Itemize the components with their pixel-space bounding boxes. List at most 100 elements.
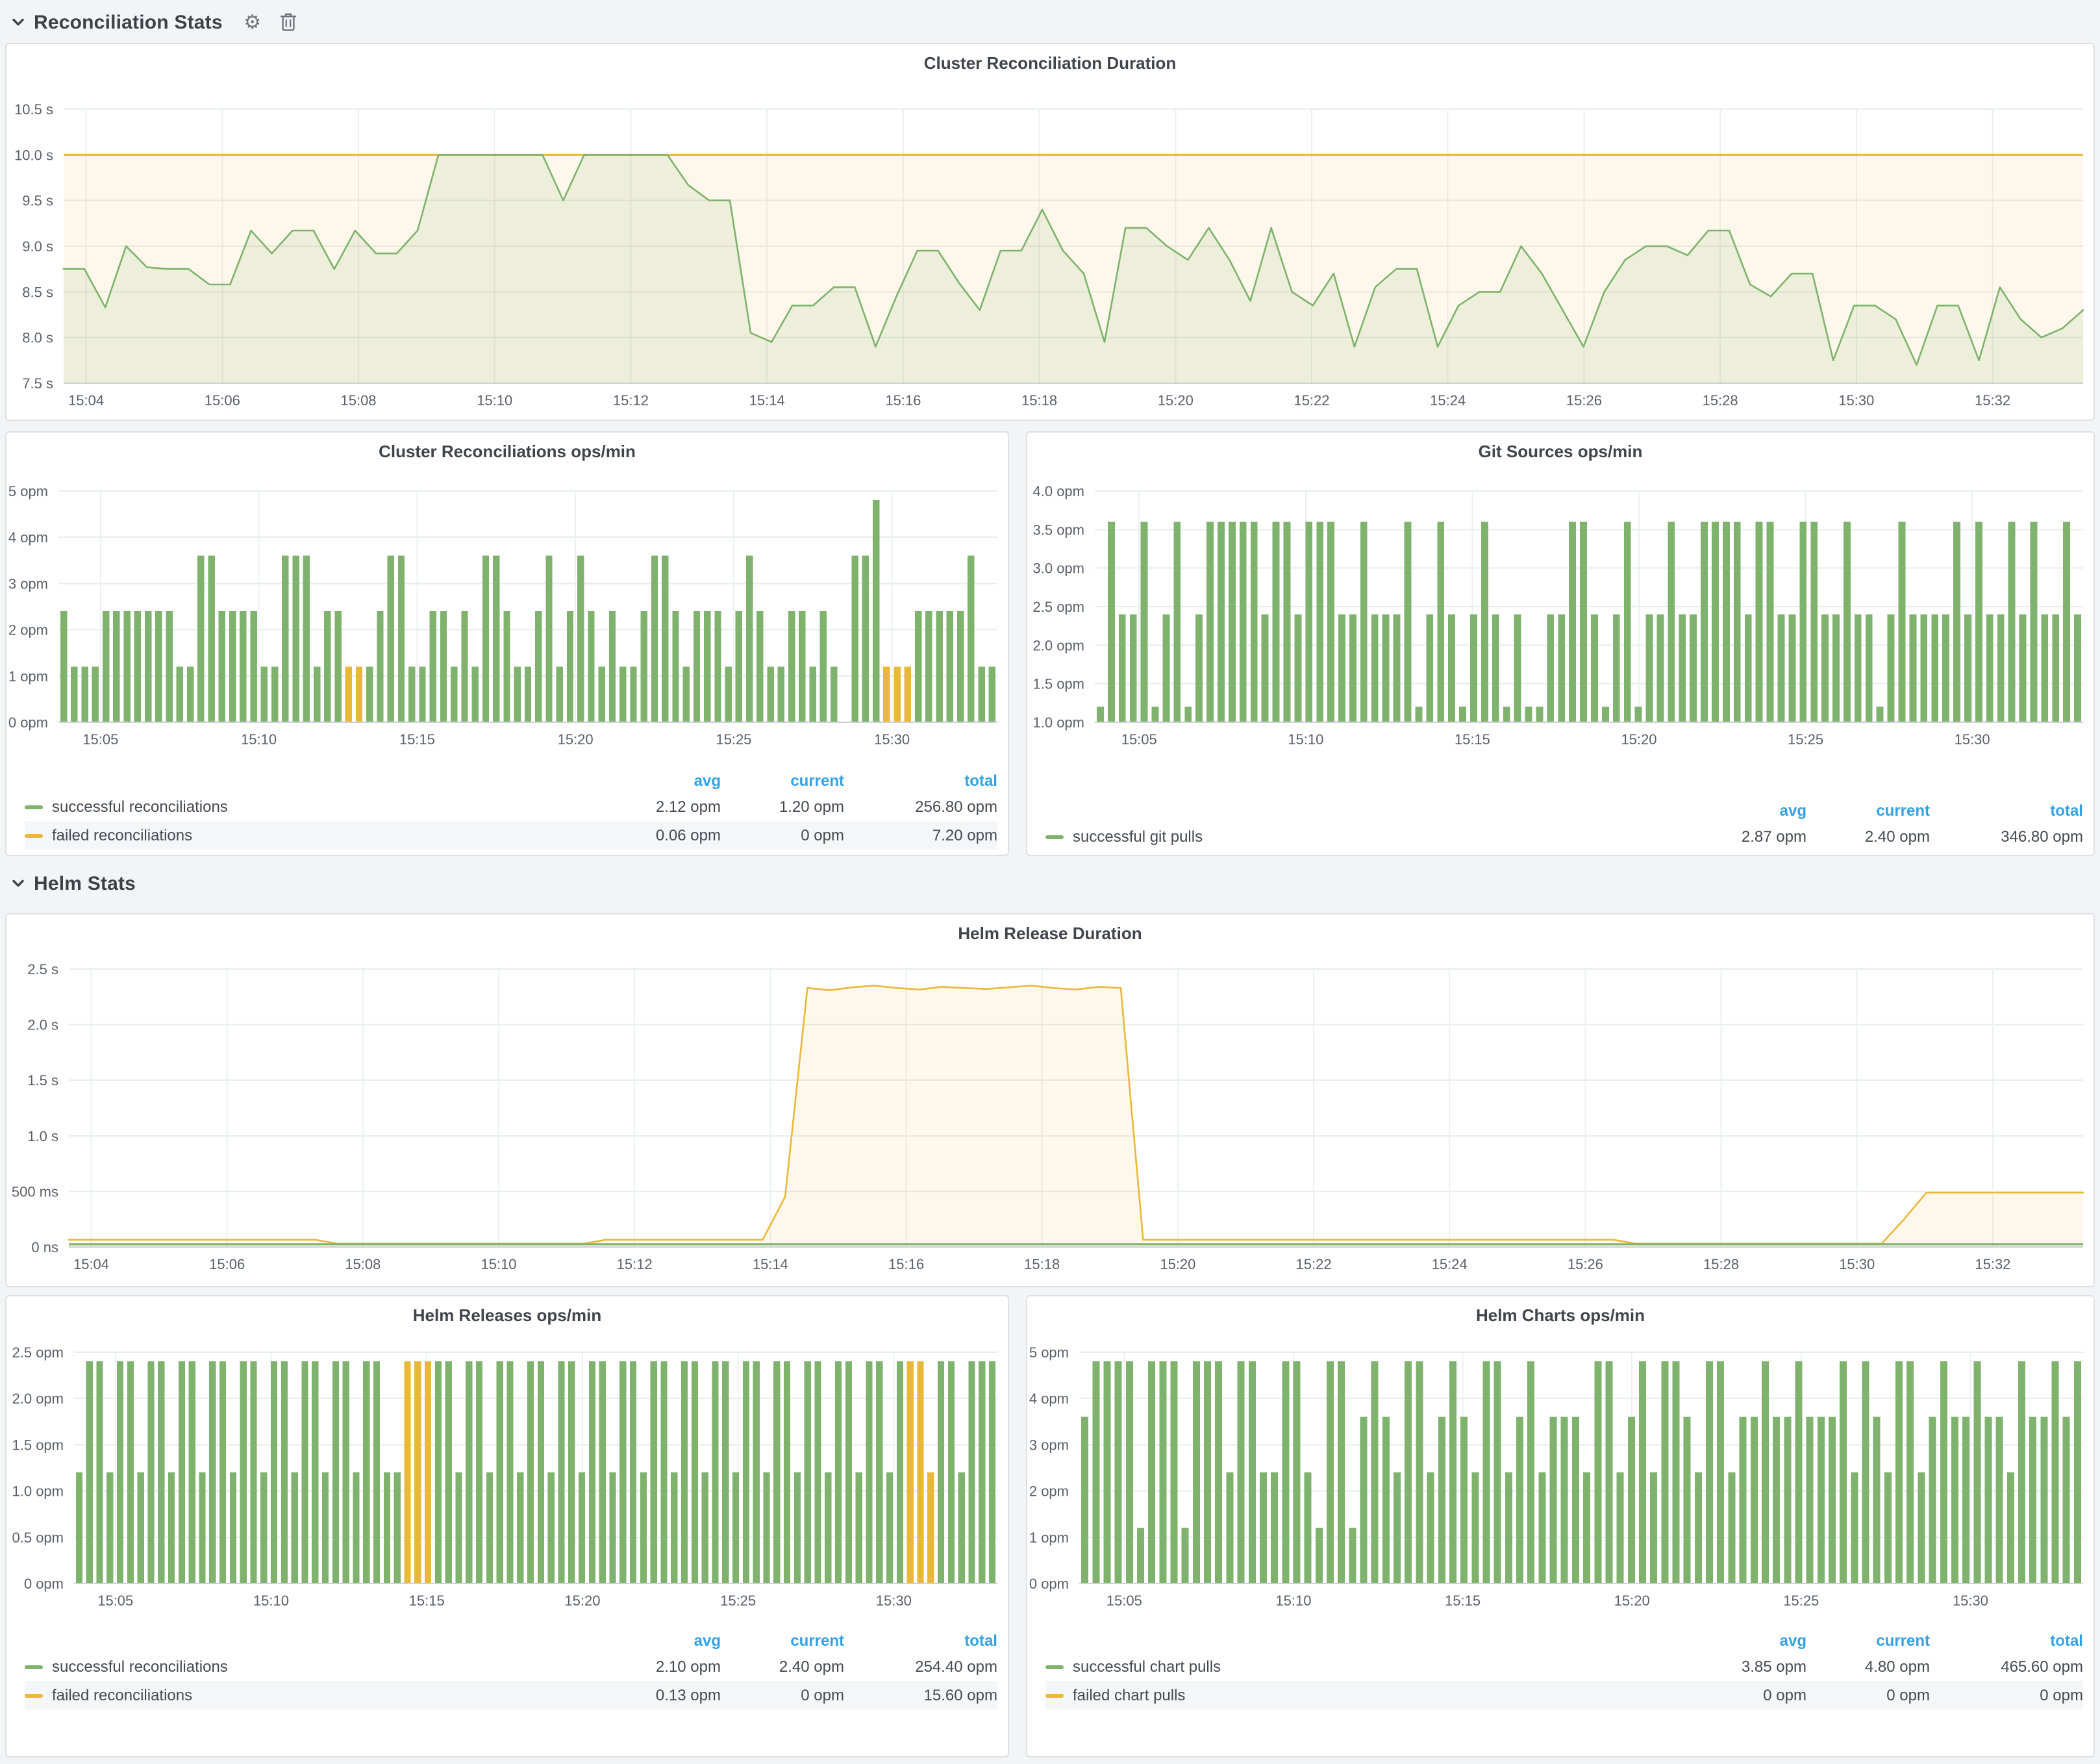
x-axis-tick-label: 15:05 [82, 731, 118, 748]
panel-title[interactable]: Helm Release Duration [6, 914, 2094, 959]
legend-sort-total[interactable]: total [844, 1632, 997, 1650]
chart-canvas[interactable]: 0 opm1 opm2 opm3 opm4 opm5 opm15:0515:10… [6, 477, 1008, 756]
legend-sort-avg[interactable]: avg [1683, 801, 1806, 820]
legend: avg current total successful reconciliat… [6, 1629, 1008, 1709]
grafana-dashboard: Reconciliation Stats ⚙ Cluster Reconcili… [0, 0, 2100, 1764]
chart-canvas[interactable]: 0 opm1 opm2 opm3 opm4 opm5 opm15:0515:10… [1027, 1341, 2094, 1613]
panel-helm-release-duration: Helm Release Duration 0 ns500 ms1.0 s1.5… [5, 913, 2095, 1287]
y-axis-tick-label: 0 opm [1029, 1576, 1069, 1592]
legend-avg-value: 0.13 opm [597, 1686, 721, 1704]
x-axis-tick-label: 15:24 [1432, 1256, 1468, 1272]
section-header-helm-stats[interactable]: Helm Stats [10, 868, 136, 899]
legend-current-value: 0 opm [1806, 1686, 1930, 1704]
y-axis-tick-label: 1 opm [8, 668, 48, 685]
x-axis-tick-label: 15:25 [716, 731, 751, 748]
chart-cluster-reconciliation-duration[interactable]: 7.5 s8.0 s8.5 s9.0 s9.5 s10.0 s10.5 s15:… [6, 88, 2094, 422]
panel-title[interactable]: Git Sources ops/min [1027, 433, 2094, 477]
legend-header: avg current total [25, 1629, 997, 1652]
legend-sort-current[interactable]: current [721, 1632, 844, 1650]
panel-title[interactable]: Helm Charts ops/min [1027, 1296, 2094, 1341]
gear-icon[interactable]: ⚙ [241, 10, 264, 34]
x-axis-tick-label: 15:08 [345, 1256, 381, 1272]
x-axis-tick-label: 15:30 [1953, 1593, 1988, 1609]
legend-row: failed reconciliations 0.13 opm 0 opm 15… [25, 1681, 997, 1709]
legend-sort-total[interactable]: total [1930, 1632, 2083, 1650]
legend-sort-avg[interactable]: avg [597, 772, 721, 790]
legend-series-label[interactable]: failed reconciliations [52, 826, 597, 844]
legend-current-value: 1.20 opm [721, 798, 844, 816]
x-axis-tick-label: 15:10 [253, 1593, 289, 1609]
legend-sort-total[interactable]: total [1930, 801, 2083, 820]
legend-avg-value: 0.06 opm [597, 826, 721, 844]
x-axis-tick-label: 15:30 [874, 731, 910, 748]
x-axis-tick-label: 15:06 [209, 1256, 245, 1272]
chart-helm-charts-opm[interactable]: 0 opm1 opm2 opm3 opm4 opm5 opm15:0515:10… [1027, 1341, 2094, 1613]
legend: avg current total successful reconciliat… [6, 769, 1008, 850]
x-axis-tick-label: 15:04 [68, 392, 104, 409]
x-axis-tick-label: 15:15 [1455, 731, 1490, 748]
y-axis-tick-label: 10.5 s [14, 101, 53, 118]
legend-series-label[interactable]: failed chart pulls [1073, 1686, 1683, 1704]
chart-canvas[interactable]: 1.0 opm1.5 opm2.0 opm2.5 opm3.0 opm3.5 o… [1027, 477, 2094, 756]
legend-sort-current[interactable]: current [1806, 801, 1930, 820]
x-axis-tick-label: 15:05 [97, 1593, 133, 1609]
x-axis-tick-label: 15:10 [1288, 731, 1323, 748]
x-axis-tick-label: 15:15 [409, 1593, 445, 1609]
legend-series-label[interactable]: failed reconciliations [52, 1686, 597, 1704]
legend-sort-avg[interactable]: avg [597, 1632, 721, 1650]
x-axis-tick-label: 15:32 [1975, 1256, 2010, 1272]
chart-cluster-reconciliations-opm[interactable]: 0 opm1 opm2 opm3 opm4 opm5 opm15:0515:10… [6, 477, 1008, 756]
y-axis-tick-label: 1 opm [1029, 1530, 1069, 1546]
x-axis-tick-label: 15:15 [399, 731, 435, 748]
legend-total-value: 465.60 opm [1930, 1657, 2083, 1676]
chart-helm-release-duration[interactable]: 0 ns500 ms1.0 s1.5 s2.0 s2.5 s15:0415:06… [6, 959, 2094, 1289]
legend: avg current total successful chart pulls… [1027, 1629, 2094, 1709]
x-axis-tick-label: 15:10 [481, 1256, 516, 1272]
legend-total-value: 7.20 opm [844, 826, 997, 844]
legend-series-label[interactable]: successful git pulls [1073, 827, 1683, 846]
legend-sort-avg[interactable]: avg [1683, 1632, 1806, 1650]
chart-canvas[interactable]: 7.5 s8.0 s8.5 s9.0 s9.5 s10.0 s10.5 s15:… [6, 88, 2094, 422]
chart-git-sources-opm[interactable]: 1.0 opm1.5 opm2.0 opm2.5 opm3.0 opm3.5 o… [1027, 477, 2094, 756]
y-axis-tick-label: 5 opm [8, 483, 48, 499]
legend-series-label[interactable]: successful chart pulls [1073, 1657, 1683, 1676]
x-axis-tick-label: 15:12 [613, 392, 649, 409]
panel-title[interactable]: Helm Releases ops/min [6, 1296, 1008, 1341]
legend-sort-current[interactable]: current [1806, 1632, 1930, 1650]
x-axis-tick-label: 15:10 [1275, 1593, 1311, 1609]
y-axis-tick-label: 500 ms [12, 1183, 58, 1200]
y-axis-tick-label: 2.0 opm [12, 1391, 64, 1407]
series-bars [1097, 522, 2081, 722]
legend-row: successful reconciliations 2.10 opm 2.40… [25, 1652, 997, 1681]
series-color-dash [25, 805, 43, 809]
legend-sort-current[interactable]: current [721, 772, 844, 790]
series-color-dash [25, 1665, 43, 1669]
x-axis-tick-label: 15:10 [477, 392, 512, 409]
chart-canvas[interactable]: 0 opm0.5 opm1.0 opm1.5 opm2.0 opm2.5 opm… [6, 1341, 1008, 1613]
x-axis-tick-label: 15:05 [1106, 1593, 1142, 1609]
legend-sort-total[interactable]: total [844, 772, 997, 790]
legend-current-value: 0 opm [721, 826, 844, 844]
y-axis-tick-label: 10.0 s [14, 147, 53, 163]
legend-series-label[interactable]: successful reconciliations [52, 1657, 597, 1676]
legend-series-label[interactable]: successful reconciliations [52, 798, 597, 816]
x-axis-tick-label: 15:25 [1783, 1593, 1819, 1609]
chevron-down-icon[interactable] [10, 14, 26, 30]
x-axis-tick-label: 15:30 [1839, 1256, 1875, 1272]
y-axis-tick-label: 0 ns [31, 1239, 58, 1255]
chart-helm-releases-opm[interactable]: 0 opm0.5 opm1.0 opm1.5 opm2.0 opm2.5 opm… [6, 1341, 1008, 1613]
y-axis-tick-label: 8.5 s [22, 284, 53, 300]
section-header-reconciliation-stats[interactable]: Reconciliation Stats ⚙ [10, 6, 301, 38]
trash-icon[interactable] [277, 10, 301, 34]
chevron-down-icon[interactable] [10, 876, 26, 891]
legend-total-value: 0 opm [1930, 1686, 2083, 1704]
legend-row: successful chart pulls 3.85 opm 4.80 opm… [1045, 1652, 2083, 1681]
panel-title[interactable]: Cluster Reconciliation Duration [6, 44, 2094, 88]
x-axis-tick-label: 15:16 [885, 392, 921, 409]
chart-canvas[interactable]: 0 ns500 ms1.0 s1.5 s2.0 s2.5 s15:0415:06… [6, 959, 2094, 1289]
x-axis-tick-label: 15:18 [1021, 392, 1057, 409]
x-axis-tick-label: 15:20 [1158, 392, 1194, 409]
y-axis-tick-label: 1.5 opm [12, 1437, 64, 1453]
panel-title[interactable]: Cluster Reconciliations ops/min [6, 433, 1008, 477]
legend-header: avg current total [1045, 799, 2083, 822]
